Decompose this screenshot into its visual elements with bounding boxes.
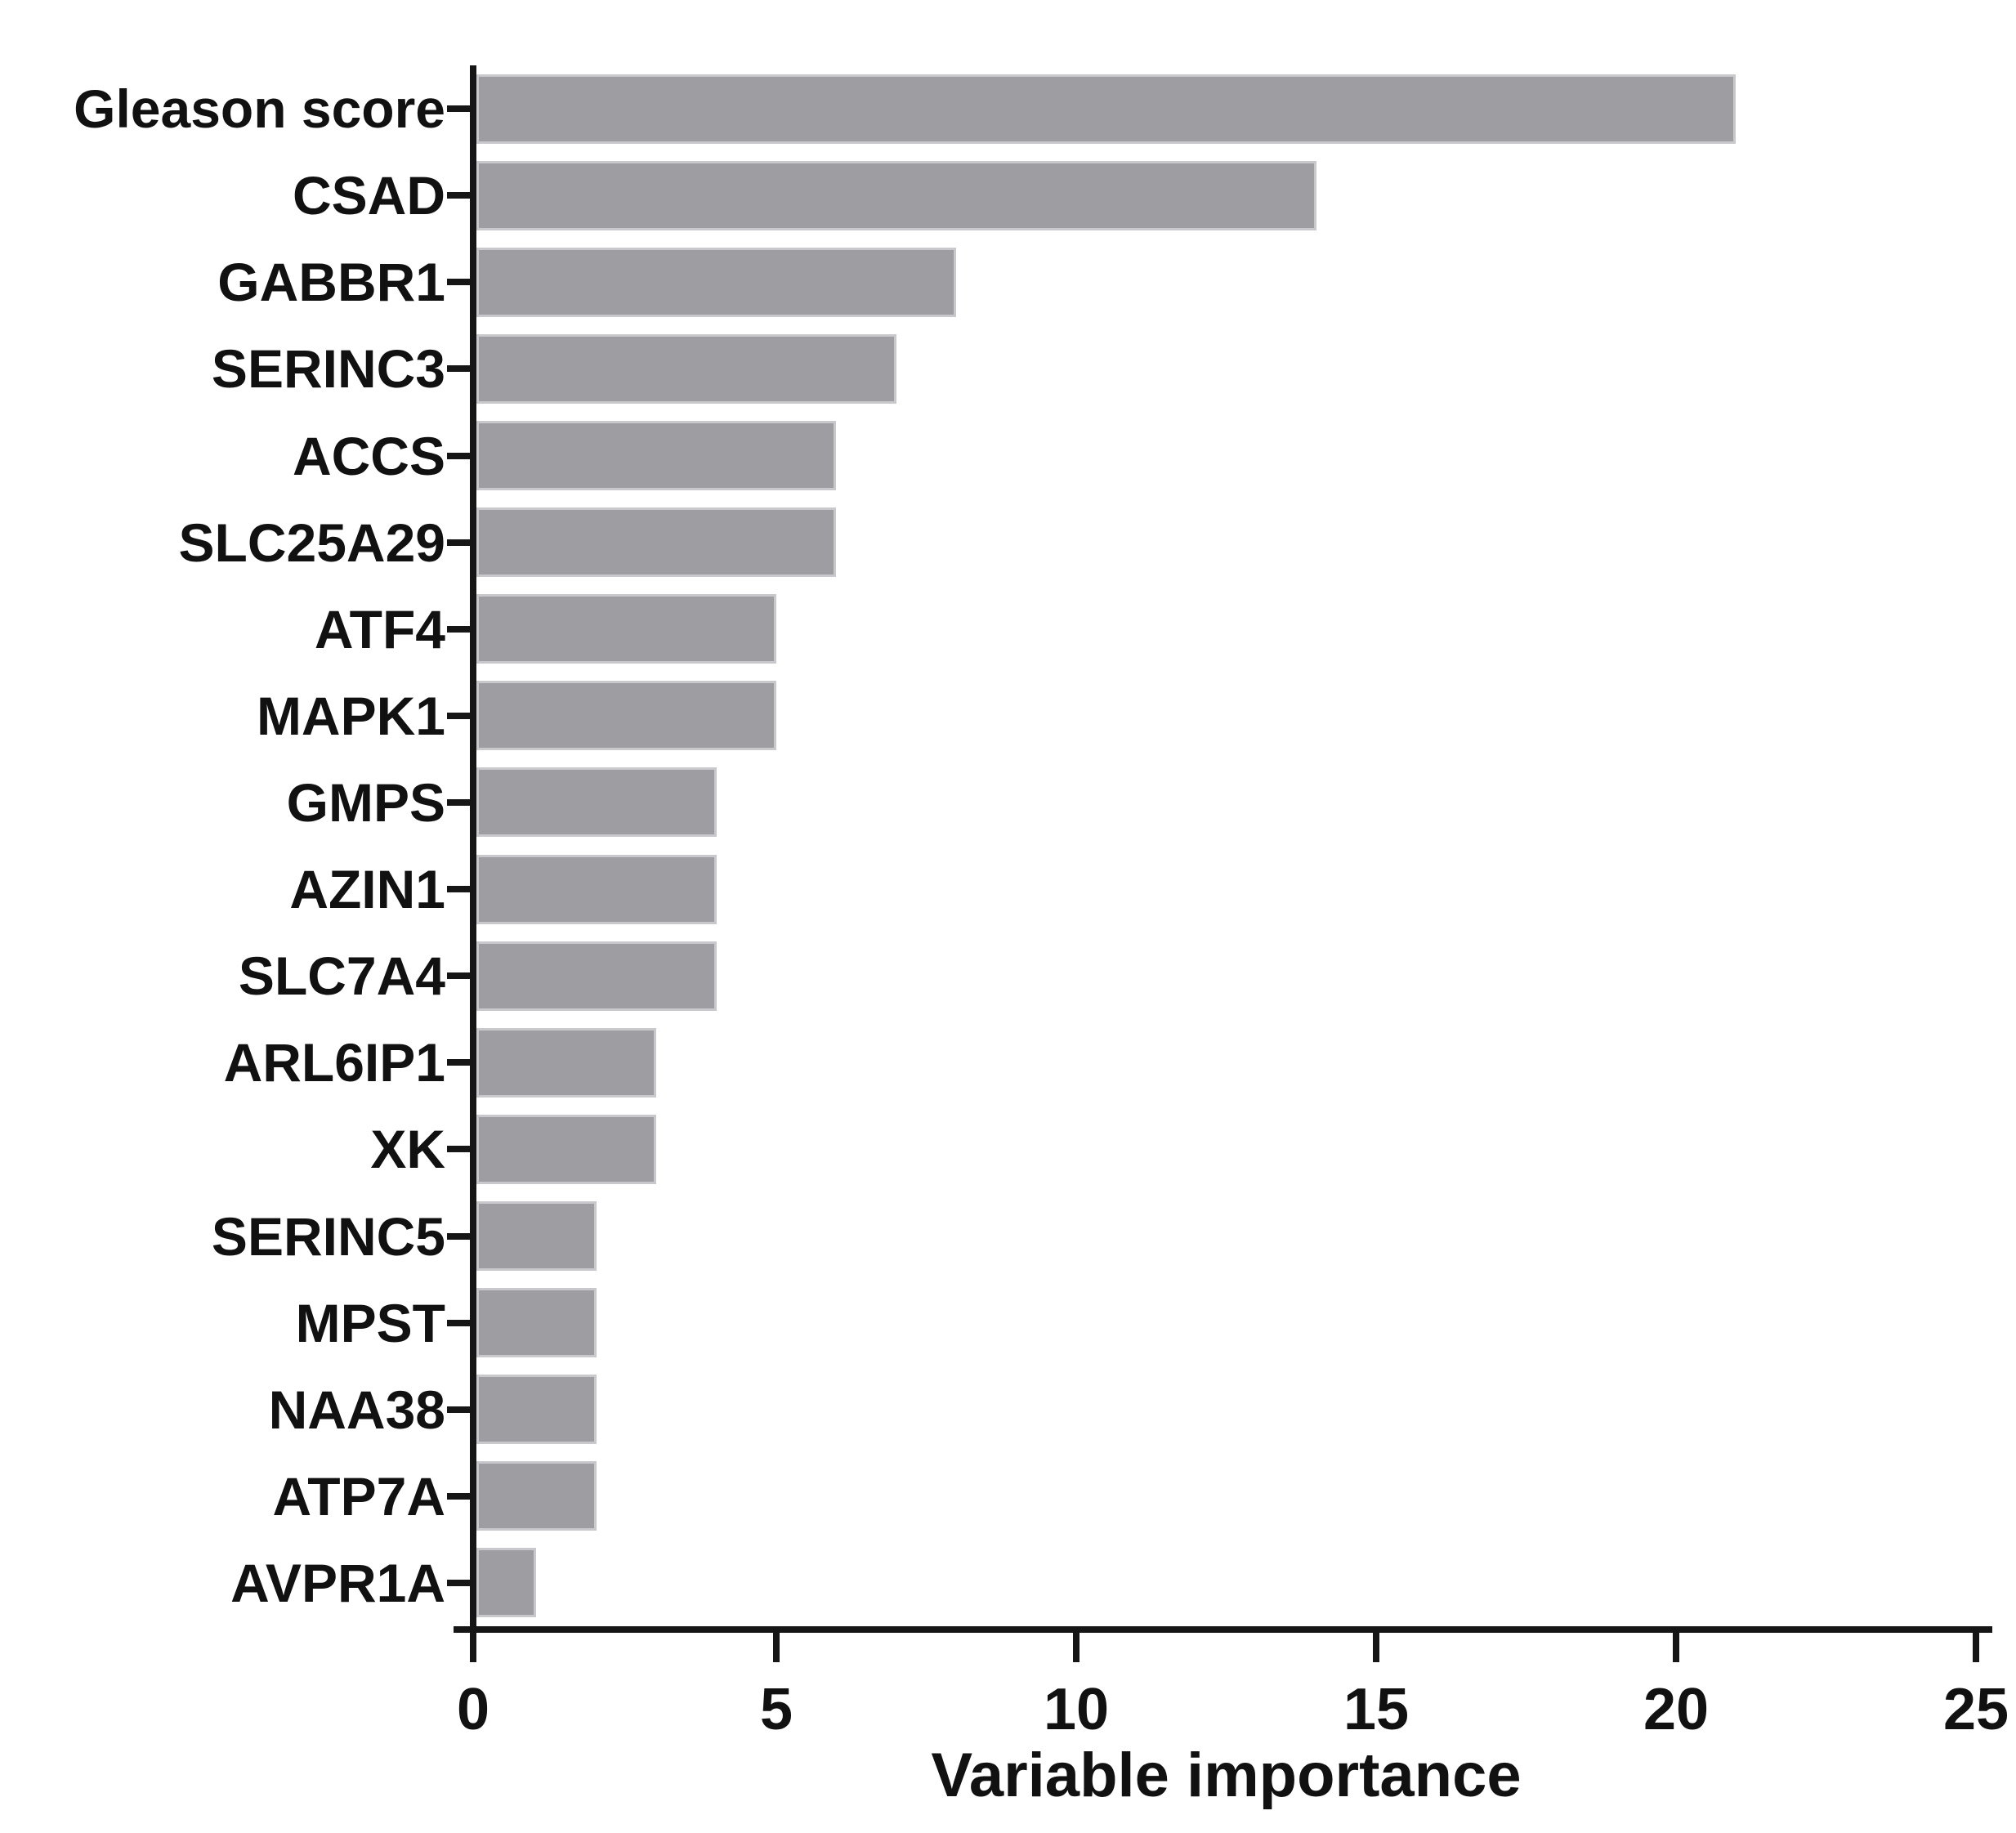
bar-atf4 bbox=[476, 594, 776, 664]
bar-slc7a4 bbox=[476, 941, 717, 1011]
y-axis-label: XK bbox=[370, 1119, 445, 1180]
y-axis-label: SERINC5 bbox=[211, 1205, 445, 1267]
x-axis-line bbox=[454, 1626, 1992, 1633]
y-axis-tick bbox=[447, 452, 470, 459]
x-axis-tick-label: 10 bbox=[1043, 1677, 1110, 1742]
bar-mapk1 bbox=[476, 681, 776, 751]
y-axis-tick bbox=[447, 279, 470, 286]
y-axis-label: CSAD bbox=[292, 165, 445, 226]
y-axis-label: MAPK1 bbox=[256, 685, 445, 746]
y-axis-tick bbox=[447, 1232, 470, 1240]
x-axis-tick bbox=[470, 1633, 476, 1662]
bar-naa38 bbox=[476, 1375, 597, 1445]
y-axis-label: GABBR1 bbox=[217, 252, 445, 313]
y-axis-tick bbox=[447, 1146, 470, 1153]
bar-serinc5 bbox=[476, 1201, 597, 1271]
y-axis-label: NAA38 bbox=[268, 1379, 445, 1440]
bar-slc25a29 bbox=[476, 507, 837, 578]
y-axis-tick bbox=[447, 972, 470, 980]
y-axis-tick bbox=[447, 625, 470, 633]
y-axis-label: SERINC3 bbox=[211, 338, 445, 400]
y-axis-label: SLC7A4 bbox=[238, 946, 445, 1007]
y-axis-tick bbox=[447, 798, 470, 806]
x-axis-tick-label: 5 bbox=[759, 1677, 793, 1742]
y-axis-label: ACCS bbox=[292, 425, 445, 486]
y-axis-tick bbox=[447, 1319, 470, 1326]
x-axis-tick bbox=[1073, 1633, 1080, 1662]
y-axis-tick bbox=[447, 1059, 470, 1066]
bar-arl6ip1 bbox=[476, 1027, 657, 1098]
y-axis-tick bbox=[447, 1406, 470, 1413]
y-axis-tick bbox=[447, 886, 470, 893]
y-axis-tick bbox=[447, 1492, 470, 1500]
bar-accs bbox=[476, 421, 837, 490]
x-axis-tick-label: 0 bbox=[456, 1677, 490, 1742]
x-axis-tick-label: 20 bbox=[1643, 1677, 1710, 1742]
y-axis-tick bbox=[447, 712, 470, 719]
y-axis-label: MPST bbox=[295, 1292, 445, 1353]
y-axis-label: Gleason score bbox=[74, 78, 445, 140]
x-axis-tick bbox=[1973, 1633, 1979, 1662]
y-axis-line bbox=[470, 65, 476, 1633]
x-axis-tick bbox=[1373, 1633, 1379, 1662]
x-axis-tick-label: 25 bbox=[1942, 1677, 2009, 1742]
y-axis-tick bbox=[447, 192, 470, 199]
y-axis-label: ATF4 bbox=[314, 598, 445, 659]
x-axis-tick bbox=[773, 1633, 780, 1662]
y-axis-tick bbox=[447, 1579, 470, 1586]
y-axis-label: SLC25A29 bbox=[178, 512, 446, 573]
bar-mpst bbox=[476, 1288, 597, 1358]
bar-xk bbox=[476, 1114, 657, 1184]
y-axis-tick bbox=[447, 539, 470, 546]
y-axis-tick bbox=[447, 105, 470, 113]
bar-atp7a bbox=[476, 1461, 597, 1531]
x-axis-title: Variable importance bbox=[931, 1741, 1522, 1810]
bar-gmps bbox=[476, 767, 717, 838]
x-axis-tick bbox=[1673, 1633, 1679, 1662]
y-axis-tick bbox=[447, 365, 470, 373]
bar-serinc3 bbox=[476, 333, 896, 404]
bar-azin1 bbox=[476, 854, 717, 924]
y-axis-label: AZIN1 bbox=[289, 859, 445, 920]
y-axis-label: ARL6IP1 bbox=[223, 1032, 445, 1093]
y-axis-label: ATP7A bbox=[272, 1465, 445, 1527]
x-axis-tick-label: 15 bbox=[1343, 1677, 1410, 1742]
bar-gabbr1 bbox=[476, 247, 957, 317]
bar-gleason-score bbox=[476, 74, 1737, 144]
bar-csad bbox=[476, 160, 1316, 230]
y-axis-label: GMPS bbox=[286, 771, 445, 833]
bar-avpr1a bbox=[476, 1548, 537, 1618]
y-axis-label: AVPR1A bbox=[230, 1552, 445, 1613]
